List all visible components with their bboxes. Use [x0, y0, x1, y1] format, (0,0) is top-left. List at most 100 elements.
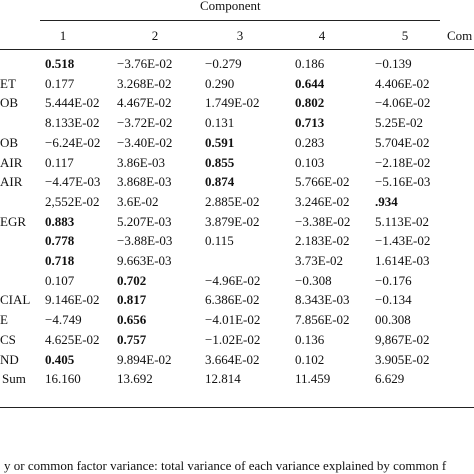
cell: 0.757	[117, 331, 147, 347]
cell: −0.176	[375, 272, 412, 288]
cell: 11.459	[295, 371, 331, 387]
cell: 0.718	[45, 253, 75, 268]
cell: 0.702	[117, 272, 147, 288]
cell: −0.308	[295, 272, 332, 288]
cell: 0.817	[117, 292, 147, 308]
cell: 6.386E-02	[205, 292, 260, 308]
row-label: CIAL	[0, 292, 31, 308]
row-label: Sum	[2, 371, 26, 387]
cell: 2.885E-02	[205, 193, 260, 209]
cell: 0.102	[295, 351, 325, 367]
cell: 0.186	[295, 56, 325, 71]
cell: −6.24E-02	[45, 134, 101, 150]
cell: −3.38E-02	[295, 213, 351, 229]
cell: 5.25E-02	[375, 115, 424, 131]
cell: 2,552E-02	[45, 193, 100, 209]
cell: 3.268E-02	[117, 75, 172, 91]
cell: 0.778	[45, 233, 75, 249]
cell: 0.883	[45, 213, 75, 229]
cell: 4.467E-02	[117, 95, 172, 111]
cell: −0.139	[375, 56, 412, 71]
column-header: 4	[318, 28, 326, 43]
column-header: 1	[59, 28, 67, 43]
cell: 3.86E-03	[117, 154, 166, 170]
cell: 0.656	[117, 312, 147, 328]
row-label: E	[0, 312, 8, 328]
cell: −3.40E-02	[117, 134, 173, 150]
cell: 4.406E-02	[375, 75, 430, 91]
cell: −4.01E-02	[205, 312, 261, 328]
cell: 8.133E-02	[45, 115, 100, 131]
cell: 1.614E-03	[375, 253, 430, 268]
cell: 1.749E-02	[205, 95, 260, 111]
cell: 3.879E-02	[205, 213, 260, 229]
cell: 12.814	[205, 371, 241, 387]
cell: 0.591	[205, 134, 235, 150]
cell: 0.802	[295, 95, 325, 111]
column-header: 3	[236, 28, 244, 43]
cell: 5.444E-02	[45, 95, 100, 111]
cell: 0.103	[295, 154, 325, 170]
cell: 00.308	[375, 312, 411, 328]
cell: 0.405	[45, 351, 75, 367]
cell: 9,867E-02	[375, 331, 430, 347]
row-label: CS	[0, 331, 16, 347]
cell: 9.663E-03	[117, 253, 172, 268]
cell: 4.625E-02	[45, 331, 100, 347]
cell: −5.16E-03	[375, 174, 431, 190]
column-header: 2	[151, 28, 159, 43]
cell: 0.855	[205, 154, 235, 170]
row-label: AIR	[0, 174, 23, 190]
cell: 0.644	[295, 75, 325, 91]
cell: 3.664E-02	[205, 351, 260, 367]
cell: 2.183E-02	[295, 233, 350, 249]
cell: 8.343E-03	[295, 292, 350, 308]
cell: 0.136	[295, 331, 325, 347]
cell: −3.88E-03	[117, 233, 173, 249]
rule	[40, 20, 440, 21]
cell: .934	[375, 193, 398, 209]
extra-header: Com	[447, 28, 473, 43]
cell: 0.283	[295, 134, 325, 150]
rule	[0, 49, 474, 50]
row-label: EGR	[0, 213, 26, 229]
cell: 0.131	[205, 115, 235, 131]
row-label: ND	[0, 351, 19, 367]
cell: −2.18E-02	[375, 154, 431, 170]
cell: 0.290	[205, 75, 235, 91]
row-label: ET	[0, 75, 16, 91]
row-label: OB	[0, 95, 19, 111]
cell: 9.894E-02	[117, 351, 172, 367]
row-label: OB	[0, 134, 19, 150]
cell: 0.177	[45, 75, 75, 91]
cell: 6.629	[375, 371, 405, 387]
cell: 3.868E-03	[117, 174, 172, 190]
cell: 9.146E-02	[45, 292, 100, 308]
cell: 0.713	[295, 115, 325, 131]
cell: 3.905E-02	[375, 351, 430, 367]
cell: 3.73E-02	[295, 253, 344, 268]
cell: −4.96E-02	[205, 272, 261, 288]
cell: 5.704E-02	[375, 134, 430, 150]
cell: −4.47E-03	[45, 174, 101, 190]
cell: 0.874	[205, 174, 235, 190]
cell: 0.115	[205, 233, 234, 249]
cell: 5.766E-02	[295, 174, 350, 190]
cell: −1.02E-02	[205, 331, 261, 347]
cell: 13.692	[117, 371, 153, 387]
footnote: y or common factor variance: total varia…	[4, 458, 447, 473]
cell: −4.06E-02	[375, 95, 431, 111]
cell: −3.76E-02	[117, 56, 173, 71]
cell: 16.160	[45, 371, 81, 387]
cell: 3.6E-02	[117, 193, 159, 209]
cell: 0.518	[45, 56, 75, 71]
rule	[0, 407, 474, 408]
cell: 7.856E-02	[295, 312, 350, 328]
cell: 3.246E-02	[295, 193, 350, 209]
column-header: 5	[401, 28, 409, 43]
cell: −4.749	[45, 312, 82, 328]
cell: −0.279	[205, 56, 242, 71]
cell: −0.134	[375, 292, 412, 308]
group-header: Component	[200, 0, 261, 13]
